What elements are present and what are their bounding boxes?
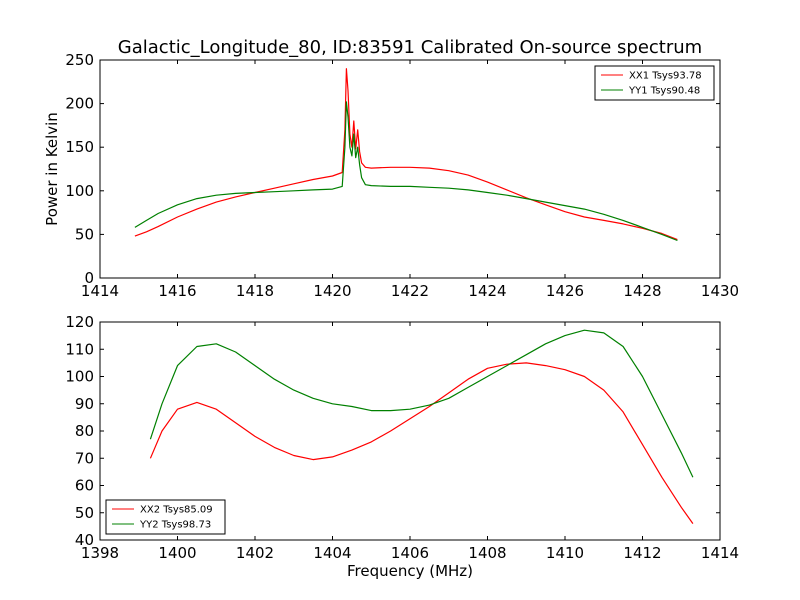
top-panel: 1414 1416 1418 1420 1422 1424 1426 1428 1430 0 50 1… [43, 51, 739, 300]
bottom-x-tick-label: 1406 [391, 544, 429, 562]
top-x-tick-label: 1426 [546, 282, 584, 300]
top-legend-box [594, 65, 715, 101]
bottom-legend-box [105, 499, 226, 535]
bottom-x-tick-label: 1404 [313, 544, 351, 562]
top-series-line-xx [134, 68, 678, 241]
bottom-series-line-xx [149, 362, 694, 524]
top-y-axis-label: Power in Kelvin [43, 112, 61, 226]
bottom-legend-label-xx2: XX2 Tsys85.09 [140, 505, 213, 516]
top-y-tick-label: 100 [65, 182, 94, 200]
bottom-y-tick-label: 60 [75, 477, 94, 495]
top-x-tick-label: 1422 [391, 282, 429, 300]
bottom-x-tick-label: 1408 [468, 544, 506, 562]
bottom-legend: XX2 Tsys85.09 YY2 Tsys98.73 [105, 499, 226, 535]
bottom-y-tick-label: 100 [65, 368, 94, 386]
bottom-panel: 1398 1400 1402 1404 1406 1408 1410 1412 1414 40 50… [65, 313, 739, 580]
top-x-tick-label: 1418 [236, 282, 274, 300]
bottom-x-tick-label: 1412 [623, 544, 661, 562]
top-y-tick-label: 0 [84, 269, 94, 287]
top-x-tick-label: 1430 [701, 282, 739, 300]
top-series-line-yy [134, 101, 678, 242]
bottom-x-tick-label: 1410 [546, 544, 584, 562]
top-legend-label-xx1: XX1 Tsys93.78 [629, 71, 702, 82]
x-axis-label: Frequency (MHz) [347, 562, 473, 580]
bottom-x-tick-label: 1402 [236, 544, 274, 562]
bottom-y-tick-label: 70 [75, 449, 94, 467]
top-y-tick-label: 50 [75, 225, 94, 243]
bottom-x-tick-label: 1398 [81, 544, 119, 562]
bottom-x-tick-label: 1400 [158, 544, 196, 562]
top-x-tick-label: 1424 [468, 282, 506, 300]
bottom-x-tick-label: 1414 [701, 544, 739, 562]
top-y-tick-label: 150 [65, 138, 94, 156]
top-y-tick-label: 200 [65, 95, 94, 113]
bottom-y-tick-label: 80 [75, 422, 94, 440]
top-x-tick-label: 1420 [313, 282, 351, 300]
bottom-series-line-yy [149, 329, 694, 478]
top-y-tick-label: 250 [65, 51, 94, 69]
bottom-y-tick-label: 50 [75, 504, 94, 522]
top-x-tick-label: 1414 [81, 282, 119, 300]
top-ticks: 1414 1416 1418 1420 1422 1424 1426 1428 1430 0 50 1… [65, 51, 739, 300]
bottom-plot-frame [99, 321, 721, 541]
bottom-y-tick-label: 110 [65, 340, 94, 358]
figure-title: Galactic_Longitude_80, ID:83591 Calibrat… [118, 37, 702, 58]
bottom-y-tick-label: 120 [65, 313, 94, 331]
top-series [134, 68, 678, 242]
top-x-tick-label: 1428 [623, 282, 661, 300]
bottom-y-tick-label: 40 [75, 531, 94, 549]
bottom-legend-label-yy2: YY2 Tsys98.73 [139, 520, 211, 531]
top-legend: XX1 Tsys93.78 YY1 Tsys90.48 [594, 65, 715, 101]
top-plot-frame [99, 59, 721, 279]
bottom-y-tick-label: 90 [75, 395, 94, 413]
top-legend-label-yy1: YY1 Tsys90.48 [628, 86, 700, 97]
top-x-tick-label: 1416 [158, 282, 196, 300]
bottom-series [149, 329, 694, 524]
bottom-ticks: 1398 1400 1402 1404 1406 1408 1410 1412 1414 40 50… [65, 313, 739, 562]
